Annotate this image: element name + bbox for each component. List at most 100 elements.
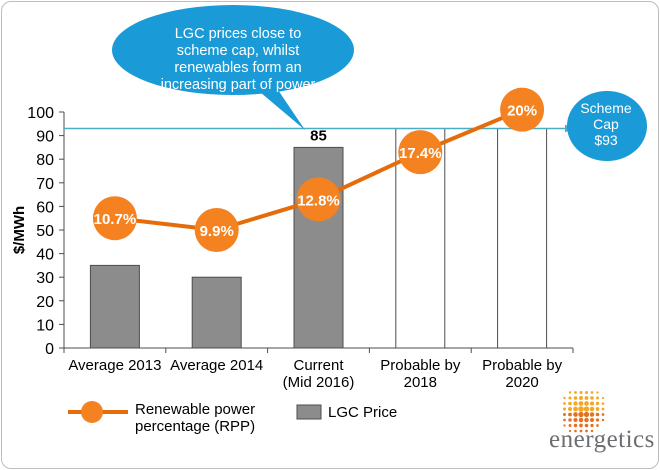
logo-dot	[589, 412, 595, 417]
logo-dot	[563, 396, 566, 400]
logo-dot	[568, 424, 572, 427]
logo-dot	[563, 418, 566, 422]
logo-dot	[601, 407, 605, 411]
rpp-marker	[194, 208, 239, 252]
x-tick-label: Probable by	[482, 357, 563, 374]
y-tick-label: 20	[36, 294, 54, 311]
logo-dot	[589, 401, 595, 406]
rpp-marker	[92, 196, 137, 241]
logo-dot	[574, 429, 577, 433]
x-tick-label: Current	[293, 357, 344, 374]
legend-rpp-marker	[81, 401, 103, 423]
logo-dot	[601, 418, 605, 422]
logo-dot	[579, 429, 583, 433]
scheme-cap-label: $93	[594, 132, 618, 148]
rpp-data-label: 9.9%	[200, 223, 234, 240]
logo-dot	[590, 396, 594, 400]
logo-dot	[568, 418, 572, 422]
logo-dot	[601, 396, 605, 400]
rpp-data-label: 10.7%	[94, 211, 137, 228]
logo-dot	[568, 401, 572, 406]
logo-dot	[573, 417, 578, 423]
logo-dot	[584, 396, 589, 400]
logo-dot	[595, 407, 600, 411]
logo-dot	[562, 407, 567, 411]
callout-text: renewables form an	[174, 60, 301, 76]
logo-dot	[583, 406, 590, 412]
logo-dot	[584, 401, 589, 406]
logo-dot	[584, 417, 589, 423]
x-tick-label: Average 2013	[68, 357, 161, 374]
logo-dot	[563, 413, 566, 416]
scheme-cap-label: Cap	[593, 116, 619, 132]
logo-dot	[579, 390, 583, 395]
y-tick-label: 80	[36, 152, 54, 169]
y-tick-label: 40	[36, 247, 54, 264]
y-tick-label: 100	[27, 105, 54, 122]
logo-dot	[589, 406, 595, 412]
callout-text: increasing part of power	[161, 77, 316, 93]
scheme-cap-label: Scheme	[580, 100, 632, 116]
logo-dot	[579, 423, 583, 428]
rpp-data-label: 20%	[507, 103, 537, 120]
rpp-data-label: 12.8%	[297, 192, 340, 209]
logo-dot	[590, 429, 594, 433]
y-tick-label: 30	[36, 270, 54, 287]
x-tick-label: (Mid 2016)	[283, 374, 355, 391]
y-axis-title: $/MWh	[11, 206, 28, 254]
logo-dot	[595, 418, 600, 422]
bar	[191, 276, 242, 349]
y-tick-label: 50	[36, 223, 54, 240]
logo-dot	[579, 396, 583, 400]
rpp-marker	[500, 87, 545, 132]
logo-dot	[585, 429, 588, 433]
legend-rpp-label: Renewable power	[135, 401, 255, 418]
legend-bar-swatch	[296, 404, 322, 420]
y-tick-label: 90	[36, 129, 54, 146]
logo-dot	[568, 412, 572, 417]
callout-text: LGC prices close to	[175, 26, 302, 42]
logo-dot	[573, 423, 578, 428]
y-tick-label: 70	[36, 176, 54, 193]
logo-dot	[578, 406, 584, 412]
logo-dot	[573, 412, 578, 417]
dotted-sphere-icon	[562, 390, 605, 433]
x-tick-label: 2020	[505, 374, 538, 391]
logo-dot	[578, 401, 584, 406]
logo-dot	[585, 391, 588, 394]
x-tick-label: Probable by	[380, 357, 461, 374]
logo-dot	[596, 391, 599, 394]
logo-dot	[596, 424, 599, 427]
logo-dot	[583, 411, 590, 418]
logo-dot	[590, 423, 594, 428]
y-tick-label: 60	[36, 199, 54, 216]
callout-text: scheme cap, whilst	[177, 43, 300, 59]
logo-dot	[563, 424, 566, 427]
logo-dot	[573, 406, 578, 412]
y-tick-label: 0	[45, 341, 54, 358]
logo-dot	[578, 417, 584, 423]
logo-dot	[590, 391, 594, 394]
logo-dot	[601, 402, 605, 405]
rpp-marker	[296, 177, 341, 222]
logo-dot	[573, 396, 578, 400]
logo-dot	[595, 401, 600, 406]
logo-dot	[574, 391, 577, 394]
bar-data-label: 85	[310, 127, 327, 144]
logo-dot	[568, 396, 572, 400]
x-tick-label: 2018	[404, 374, 437, 391]
logo-dot	[568, 391, 572, 394]
rpp-data-label: 17.4%	[399, 145, 442, 162]
logo-dot	[568, 407, 572, 411]
legend-rpp-label: percentage (RPP)	[135, 418, 255, 435]
logo-text: energetics	[549, 426, 655, 453]
y-tick-label: 10	[36, 317, 54, 334]
callout-bubble	[112, 5, 354, 95]
scheme-cap-bubble	[567, 91, 647, 161]
logo-dot	[584, 423, 589, 428]
logo-dot	[596, 396, 599, 400]
logo-dot	[573, 401, 578, 406]
bar	[497, 128, 548, 349]
logo-dot	[595, 412, 600, 417]
